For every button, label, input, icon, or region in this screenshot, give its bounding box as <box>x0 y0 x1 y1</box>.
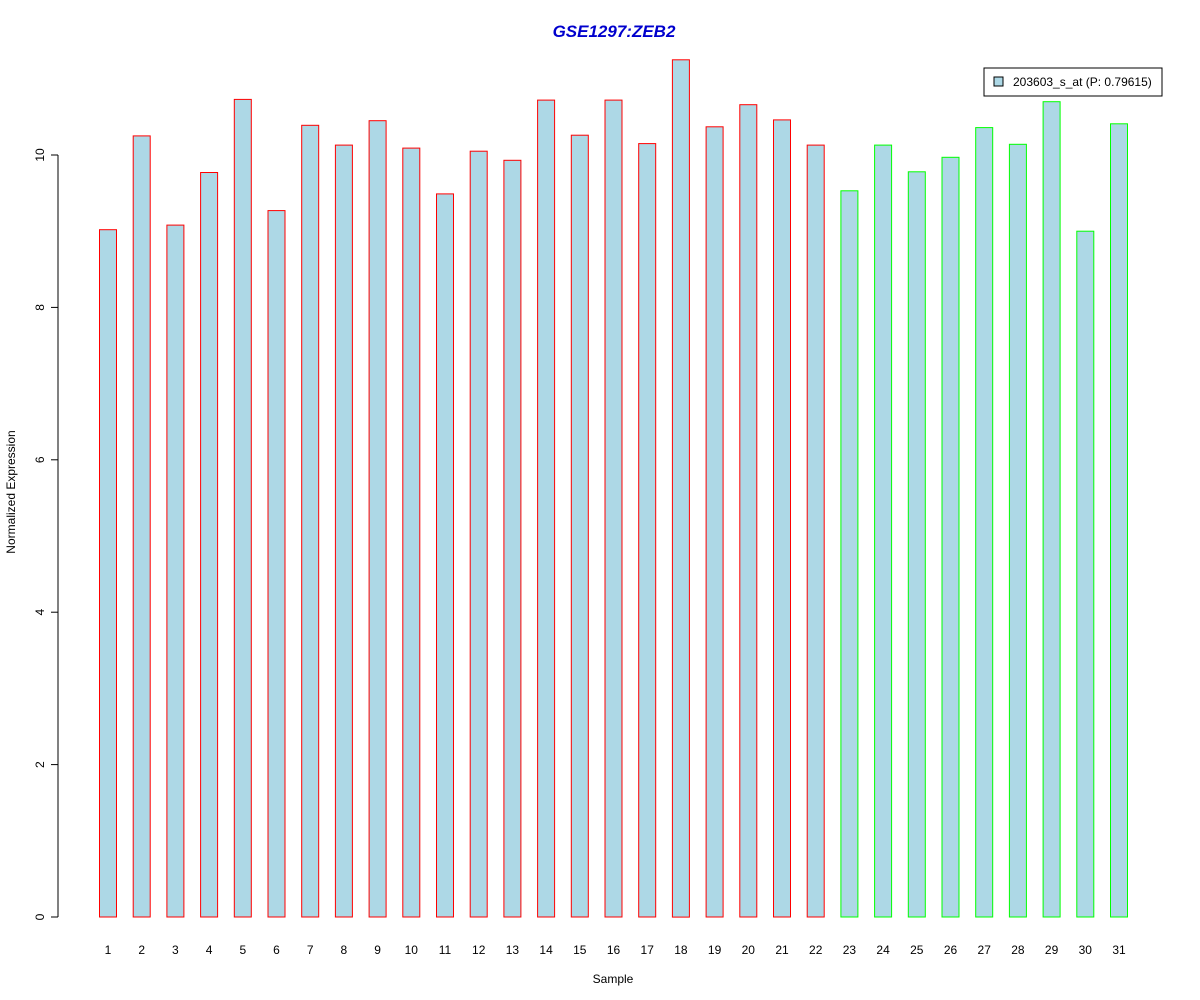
y-axis-label: Normalized Expression <box>4 430 18 553</box>
bar-sample-27 <box>975 127 994 918</box>
y-tick-label: 2 <box>33 761 47 768</box>
x-tick-label: 12 <box>472 943 486 957</box>
x-tick-label: 5 <box>239 943 246 957</box>
x-axis-label: Sample <box>593 972 634 986</box>
bar-sample-17 <box>638 143 657 918</box>
x-tick-label: 29 <box>1045 943 1059 957</box>
y-tick-label: 0 <box>33 913 47 920</box>
x-tick-label: 21 <box>775 943 789 957</box>
bar-sample-31 <box>1110 123 1128 918</box>
bar-sample-18 <box>671 59 690 918</box>
x-tick-label: 24 <box>876 943 890 957</box>
bar-sample-5 <box>233 98 252 918</box>
bar-sample-30 <box>1076 230 1095 918</box>
bar-sample-19 <box>705 126 724 918</box>
x-tick-label: 13 <box>506 943 520 957</box>
y-tick-label: 6 <box>33 456 47 463</box>
y-tick-label: 4 <box>33 609 47 616</box>
bar-sample-6 <box>267 210 286 918</box>
legend-swatch <box>993 76 1004 87</box>
bars <box>99 59 1128 918</box>
x-tick-label: 15 <box>573 943 587 957</box>
x-tick-label: 30 <box>1079 943 1093 957</box>
x-tick-label: 3 <box>172 943 179 957</box>
y-tick-label: 8 <box>33 304 47 311</box>
bar-sample-3 <box>166 224 185 918</box>
x-tick-label: 4 <box>206 943 213 957</box>
bar-sample-22 <box>806 144 825 918</box>
x-tick-label: 14 <box>539 943 553 957</box>
bar-sample-29 <box>1042 101 1061 918</box>
x-tick-label: 20 <box>742 943 756 957</box>
chart-title: GSE1297:ZEB2 <box>553 22 676 41</box>
x-tick-label: 10 <box>405 943 419 957</box>
x-tick-label: 2 <box>138 943 145 957</box>
legend-entry: 203603_s_at (P: 0.79615) <box>1013 75 1152 89</box>
x-tick-label: 17 <box>641 943 655 957</box>
bar-sample-16 <box>604 99 623 918</box>
bar-sample-4 <box>200 172 219 918</box>
bar-sample-26 <box>941 156 960 918</box>
x-tick-label: 31 <box>1112 943 1126 957</box>
bar-sample-9 <box>368 120 387 918</box>
bar-sample-12 <box>469 150 488 918</box>
x-tick-label: 28 <box>1011 943 1025 957</box>
bar-sample-21 <box>773 119 791 918</box>
x-tick-label: 27 <box>978 943 992 957</box>
legend-box <box>983 67 1163 97</box>
bar-sample-1 <box>99 229 117 918</box>
x-tick-label: 6 <box>273 943 280 957</box>
x-tick-label: 9 <box>374 943 381 957</box>
x-tick-label: 22 <box>809 943 823 957</box>
x-tick-label: 7 <box>307 943 314 957</box>
bar-sample-8 <box>334 144 353 918</box>
bar-sample-11 <box>436 193 454 918</box>
bar-sample-20 <box>739 104 758 918</box>
bar-sample-13 <box>503 159 522 918</box>
legend: 203603_s_at (P: 0.79615) <box>983 67 1163 97</box>
bar-sample-7 <box>301 124 320 918</box>
x-tick-label: 1 <box>105 943 112 957</box>
bar-sample-2 <box>132 135 151 918</box>
y-tick-label: 10 <box>33 148 47 162</box>
x-tick-label: 19 <box>708 943 722 957</box>
bar-sample-24 <box>874 144 893 918</box>
x-tick-label: 23 <box>843 943 857 957</box>
x-tick-label: 26 <box>944 943 958 957</box>
bar-sample-15 <box>570 134 589 918</box>
bar-sample-23 <box>840 190 859 918</box>
x-tick-label: 11 <box>439 943 452 957</box>
x-tick-label: 25 <box>910 943 924 957</box>
x-tick-labels: 1 2 3 4 5 6 7 8 9 10 11 12 13 14 15 16 17 18 19 20 21 22 23 24 2… <box>105 943 1126 957</box>
bar-sample-25 <box>907 171 926 918</box>
bar-sample-28 <box>1008 143 1027 918</box>
y-axis: 0 2 4 6 8 10 <box>33 148 59 920</box>
x-tick-label: 16 <box>607 943 621 957</box>
x-tick-label: 8 <box>341 943 348 957</box>
x-tick-label: 18 <box>674 943 688 957</box>
bar-sample-10 <box>402 147 421 918</box>
bar-sample-14 <box>537 99 556 918</box>
